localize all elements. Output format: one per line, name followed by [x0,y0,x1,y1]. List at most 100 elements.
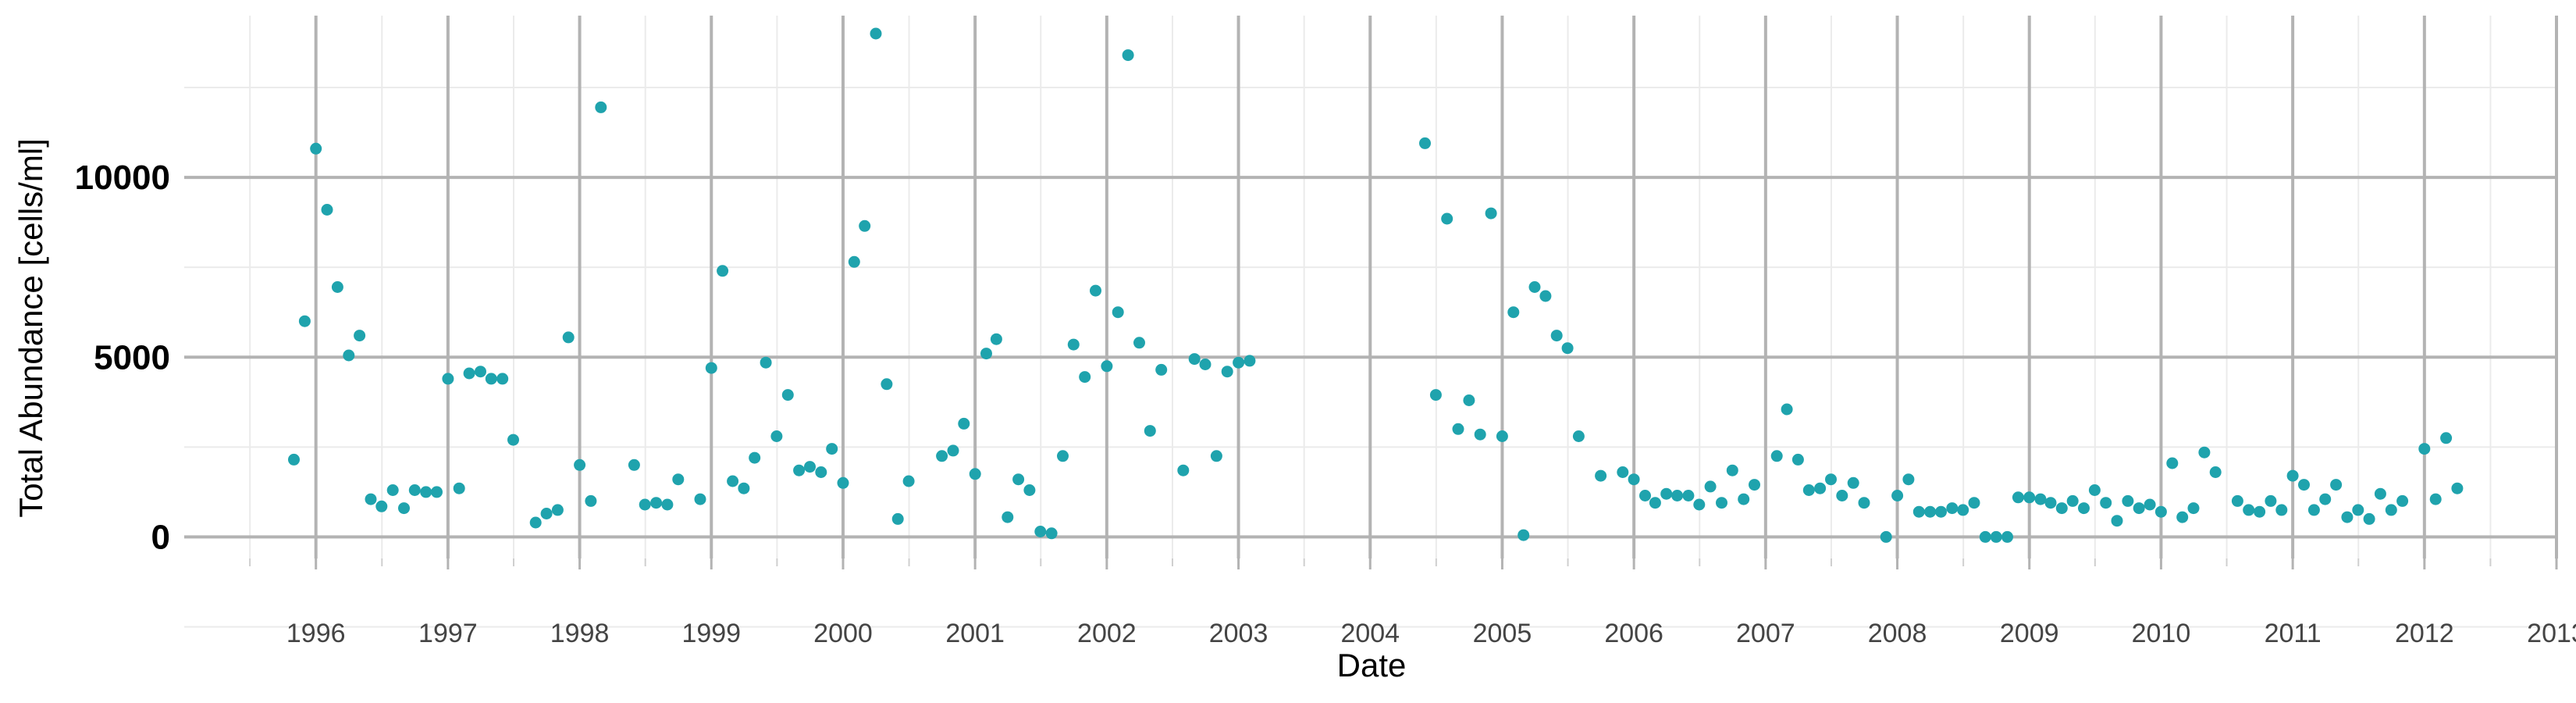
x-tick-label: 1997 [418,619,478,648]
data-point [760,356,772,369]
data-point [1682,490,1695,501]
x-tick-label: 2013 [2527,619,2576,648]
data-point [2111,515,2123,527]
data-point [343,349,355,362]
data-point [1979,530,1991,543]
data-point [463,367,475,380]
data-point [969,468,981,480]
data-point [475,366,486,378]
data-point [815,466,827,478]
data-point [1550,330,1563,342]
data-point [1595,469,1607,482]
data-point [574,459,586,471]
data-point [2198,446,2211,459]
data-point [958,417,970,430]
data-point [1507,306,1520,319]
data-point [628,459,640,471]
data-point [431,486,443,498]
data-point [1012,473,1025,486]
data-point [354,330,366,342]
data-point [661,498,674,511]
data-point [2352,504,2364,516]
data-point [980,348,992,360]
data-point [1716,497,1727,509]
data-point [891,512,904,525]
data-point [2374,487,2386,500]
data-point [2231,494,2243,507]
y-tick-label: 0 [151,518,170,556]
data-point [1660,487,1673,500]
data-point [1474,428,1486,441]
data-point [1912,505,1925,518]
data-point [1639,490,1651,501]
data-point [639,498,651,511]
data-point [2176,511,2189,523]
data-point [694,493,706,505]
data-point [793,464,806,476]
x-tick-label: 1999 [681,619,741,648]
x-axis-title: Date [1337,647,1407,683]
data-point [947,444,959,457]
data-point [738,482,750,494]
data-point [551,504,564,516]
data-point [2418,443,2431,455]
data-point [1419,137,1431,149]
data-point [804,461,816,473]
data-point [1233,356,1245,369]
data-point [1221,366,1233,378]
data-point [321,204,333,216]
data-point [1802,484,1815,496]
data-point [1133,337,1145,349]
data-point [1726,464,1738,476]
data-point [2319,493,2332,505]
data-point [1539,290,1552,302]
data-point [2265,494,2277,507]
data-point [1122,49,1134,62]
data-point [2396,494,2409,507]
data-point [2133,502,2145,515]
data-point [1572,430,1585,442]
data-point [1693,498,1706,511]
data-point [1034,526,1047,537]
data-point [1770,450,1783,462]
y-axis-title: Total Abundance [cells/ml] [12,138,49,518]
data-points [288,27,2464,543]
data-point [1946,502,1959,515]
data-point [848,255,860,268]
data-point [2034,493,2047,505]
data-point [1045,527,1058,540]
data-point [2330,479,2343,491]
data-point [562,331,575,344]
data-point [1847,476,1859,489]
data-point [585,494,597,507]
data-point [1144,425,1156,437]
data-point [672,473,685,486]
data-point [1617,466,1629,478]
data-point [420,486,432,498]
data-point [2209,466,2222,478]
x-tick-label: 2002 [1077,619,1137,648]
data-point [2166,457,2179,469]
data-point [1067,338,1080,351]
data-point [902,475,915,487]
y-tick-label: 5000 [94,338,170,376]
x-tick-label: 2010 [2132,619,2191,648]
data-point [386,484,399,496]
data-point [2363,512,2375,525]
data-point [595,101,607,113]
data-point [540,508,553,519]
data-point [1836,490,1848,501]
data-point [1968,497,1980,509]
data-point [1002,511,1014,523]
x-tick-label: 2004 [1340,619,1400,648]
data-point [1561,342,1574,355]
data-point [749,451,761,464]
data-point [1452,423,1464,435]
data-point [1188,353,1201,366]
x-tick-label: 2007 [1736,619,1795,648]
x-tick-label: 2011 [2265,619,2322,648]
data-point [2451,482,2464,494]
data-point [2100,497,2112,509]
data-point [1628,473,1640,486]
data-point [1935,505,1947,518]
